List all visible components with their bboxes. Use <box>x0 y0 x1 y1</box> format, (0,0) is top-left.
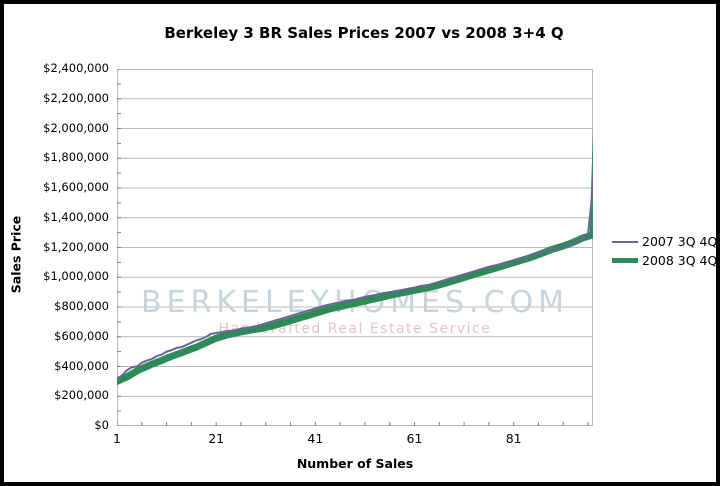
x-axis-tick-label: 61 <box>406 431 423 446</box>
y-axis-tick-label: $200,000 <box>54 388 109 403</box>
legend-label-2008: 2008 3Q 4Q <box>642 253 718 268</box>
chart-legend: 2007 3Q 4Q 2008 3Q 4Q <box>612 232 718 270</box>
y-axis-tick-labels: $2,400,000 $2,200,000 $2,000,000 $1,800,000… <box>4 4 109 482</box>
y-axis-tick-label: $1,200,000 <box>43 239 109 254</box>
data-series-lines <box>117 130 593 385</box>
y-axis-tick-label: $400,000 <box>54 358 109 373</box>
x-axis-tick-label: 81 <box>505 431 522 446</box>
y-axis-tick-label: $2,000,000 <box>43 120 109 135</box>
legend-line-swatch-2007-icon <box>612 240 638 243</box>
y-axis-title: Sales Price <box>8 215 24 294</box>
x-axis-tick-label: 41 <box>307 431 324 446</box>
legend-line-swatch-2008-icon <box>612 258 638 263</box>
gridlines <box>117 69 593 426</box>
plot-area-wrapper: BERKELEYHOMES.COM Handcrafted Real Estat… <box>117 69 593 426</box>
y-axis-tick-label: $2,200,000 <box>43 90 109 105</box>
y-axis-tick-label: $1,800,000 <box>43 150 109 165</box>
y-axis-tick-label: $1,400,000 <box>43 209 109 224</box>
x-axis-title: Number of Sales <box>296 456 414 471</box>
y-axis-tick-label: $1,000,000 <box>43 269 109 284</box>
legend-item-2007[interactable]: 2007 3Q 4Q <box>612 232 718 251</box>
y-axis-tick-label: $1,600,000 <box>43 180 109 194</box>
x-axis-tick-label: 1 <box>113 431 121 446</box>
series-line-2007 <box>117 167 593 380</box>
y-axis-tick-label: $800,000 <box>54 299 109 313</box>
x-axis-tick-label: 21 <box>208 431 225 446</box>
y-axis-tick-label: $0 <box>94 418 109 432</box>
legend-label-2007: 2007 3Q 4Q <box>642 234 718 249</box>
y-axis-tick-label: $600,000 <box>54 328 109 343</box>
legend-item-2008[interactable]: 2008 3Q 4Q <box>612 251 718 270</box>
y-axis-tick-label: $2,400,000 <box>43 61 109 75</box>
series-line-2008 <box>117 130 593 385</box>
chart-title: Berkeley 3 BR Sales Prices 2007 vs 2008 … <box>164 24 564 42</box>
